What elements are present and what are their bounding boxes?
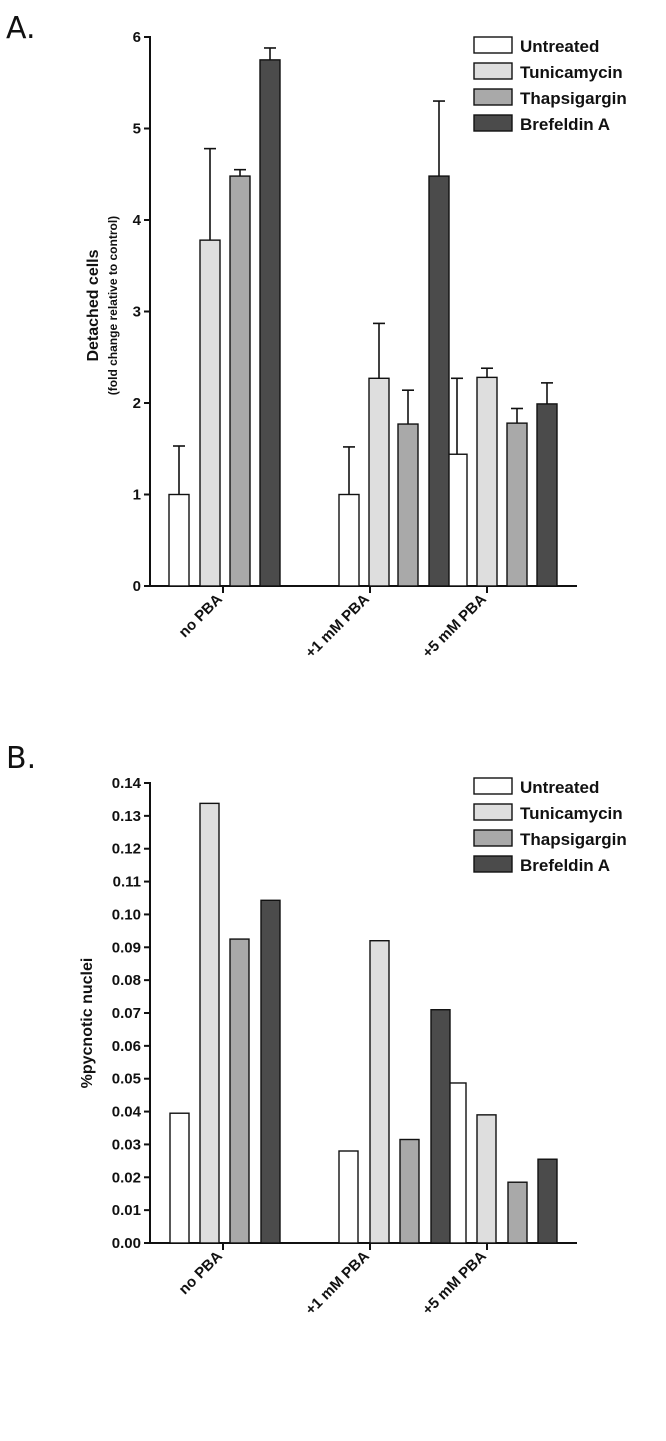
panel-a-bar-thapsigargin xyxy=(506,422,528,587)
panel-b-category-label: no PBA xyxy=(176,1248,226,1298)
panel-a-category-label: +1 mM PBA xyxy=(302,591,373,662)
panel-a-bar-tunicamycin xyxy=(199,239,221,587)
panel-a-y-tick-label: 3 xyxy=(133,304,141,321)
panel-a-bar-brefeldin-a xyxy=(536,403,558,587)
panel-a-y-tick-label: 4 xyxy=(133,212,142,229)
panel-b-legend-swatch xyxy=(473,855,513,873)
panel-a-y-tick-label: 0 xyxy=(133,578,141,595)
panel-a-bar-untreated xyxy=(338,493,360,587)
panel-a-y-tick-label: 6 xyxy=(133,29,141,46)
panel-b-legend-swatch xyxy=(473,777,513,795)
panel-b-y-tick-label: 0.00 xyxy=(112,1235,141,1252)
panel-a-y-axis-title: Detached cells xyxy=(85,249,102,361)
panel-b-y-axis-title: %pycnotic nuclei xyxy=(79,958,96,1089)
panel-b-bar-tunicamycin xyxy=(476,1114,497,1244)
panel-b-y-tick-label: 0.14 xyxy=(112,775,142,792)
panel-b-category-label: +1 mM PBA xyxy=(302,1248,373,1319)
panel-b-legend-label: Thapsigargin xyxy=(520,830,627,849)
panel-b-legend-label: Untreated xyxy=(520,778,599,797)
panel-a-y-tick-label: 2 xyxy=(133,395,141,412)
panel-b-chart: B. 0.00 0.01 0.02 0.03 0.04 0.05 0.06 0.07 0.08 0… xyxy=(6,741,627,1318)
panel-b-y-tick-label: 0.01 xyxy=(112,1202,141,1219)
panel-a-legend-label: Brefeldin A xyxy=(520,115,610,134)
panel-b-y-tick-label: 0.02 xyxy=(112,1169,141,1186)
panel-b-bar-tunicamycin xyxy=(369,940,390,1244)
panel-a-label: A. xyxy=(6,11,36,46)
panel-b-bar-thapsigargin xyxy=(507,1181,528,1244)
panel-a-legend-label: Thapsigargin xyxy=(520,89,627,108)
panel-a-y-tick-label: 1 xyxy=(133,487,141,504)
panel-b-bar-untreated xyxy=(338,1150,359,1244)
panel-b-bar-untreated xyxy=(169,1112,190,1244)
panel-a-y-axis-subtitle: (fold change relative to control) xyxy=(106,216,120,395)
panel-b-legend-swatch xyxy=(473,803,513,821)
panel-a-chart: A. 0 1 2 3 4 5 6 no PBA +1 mM PBA +5 mM PBA Detach… xyxy=(6,11,627,661)
panel-a-legend-swatch xyxy=(473,88,513,106)
panel-a-category-label: no PBA xyxy=(176,591,226,641)
panel-b-y-tick-label: 0.05 xyxy=(112,1071,141,1088)
panel-b-bar-brefeldin-a xyxy=(537,1158,558,1244)
panel-a-bar-untreated xyxy=(446,453,468,587)
panel-b-y-tick-label: 0.08 xyxy=(112,972,141,989)
panel-b-y-tick-label: 0.12 xyxy=(112,841,141,858)
panel-b-y-tick-label: 0.13 xyxy=(112,808,141,825)
panel-b-bar-tunicamycin xyxy=(199,802,220,1244)
panel-b-y-tick-label: 0.09 xyxy=(112,939,141,956)
panel-b-legend-label: Brefeldin A xyxy=(520,856,610,875)
panel-a-category-label: +5 mM PBA xyxy=(419,591,490,662)
panel-a-legend-swatch xyxy=(473,114,513,132)
panel-a-legend-swatch xyxy=(473,62,513,80)
panel-b-legend-label: Tunicamycin xyxy=(520,804,623,823)
panel-b-legend-swatch xyxy=(473,829,513,847)
panel-b-y-tick-label: 0.11 xyxy=(113,874,141,891)
panel-a-bar-tunicamycin xyxy=(368,377,390,587)
panel-b-bar-brefeldin-a xyxy=(430,1009,451,1244)
panel-b-bar-thapsigargin xyxy=(399,1138,420,1244)
panel-a-bar-tunicamycin xyxy=(476,376,498,587)
panel-b-y-tick-label: 0.04 xyxy=(112,1104,142,1121)
panel-a-legend-label: Tunicamycin xyxy=(520,63,623,82)
panel-b-y-tick-label: 0.10 xyxy=(112,906,141,923)
panel-b-y-tick-label: 0.06 xyxy=(112,1038,141,1055)
panel-a-bar-untreated xyxy=(168,493,190,587)
panel-a-y-tick-label: 5 xyxy=(133,121,141,138)
panel-b-bar-brefeldin-a xyxy=(260,899,281,1244)
panel-a-bar-thapsigargin xyxy=(229,175,251,587)
panel-b-y-tick-label: 0.03 xyxy=(112,1136,141,1153)
panel-b-bar-thapsigargin xyxy=(229,938,250,1244)
panel-b-y-tick-label: 0.07 xyxy=(112,1005,141,1022)
panel-a-legend-label: Untreated xyxy=(520,37,599,56)
panel-a-legend-swatch xyxy=(473,36,513,54)
panel-b-label: B. xyxy=(6,741,36,776)
panel-a-bar-brefeldin-a xyxy=(259,59,281,587)
panel-b-category-label: +5 mM PBA xyxy=(419,1248,490,1319)
panel-a-bar-brefeldin-a xyxy=(428,175,450,587)
panel-a-bar-thapsigargin xyxy=(397,423,419,587)
